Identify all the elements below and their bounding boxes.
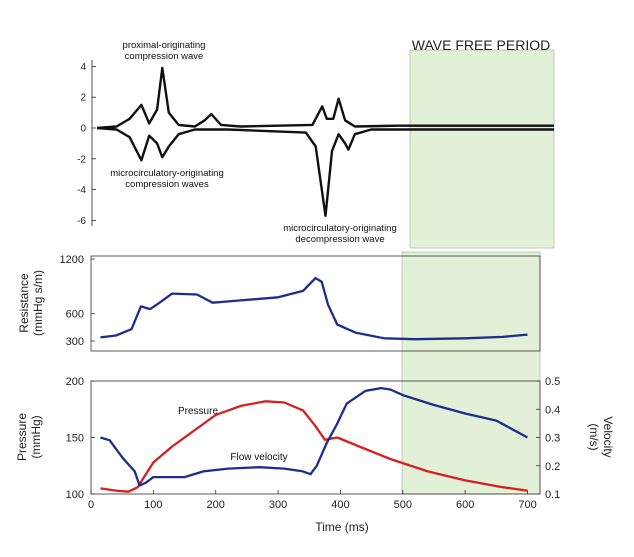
wave-free-shade-top — [409, 49, 555, 249]
pressure-y-tick-label: 150 — [66, 433, 84, 445]
x-tick-label: 300 — [269, 499, 287, 511]
wave-series-line-2 — [96, 126, 554, 217]
x-tick-label: 0 — [88, 499, 94, 511]
wave-intensity-panel: 4 2 0 -2 -4 -6 WAVE FREE PERIOD proximal-orig… — [77, 37, 554, 245]
x-tick-label: 400 — [331, 499, 349, 511]
resistance-y-tick-label: 1200 — [60, 254, 84, 266]
wave-y-tick-label: 2 — [80, 93, 86, 104]
flow-velocity-line — [100, 386, 529, 487]
pressure-label: Pressure — [178, 406, 218, 417]
resistance-y-tick-label: 600 — [66, 309, 84, 321]
pressure-y-tick-label: 100 — [66, 489, 84, 501]
pressure-line — [100, 400, 528, 493]
resistance-frame — [90, 255, 541, 352]
resistance-y-tick-label: 300 — [66, 336, 84, 348]
annotation-microcirculatory-compression: microcirculatory-originating compression … — [110, 168, 224, 190]
velocity-y-tick-label: 0.3 — [545, 433, 560, 445]
velocity-y-tick-label: 0.5 — [545, 376, 560, 388]
resistance-axis-label: Resistance(mmHg s/m) — [17, 270, 45, 336]
x-tick-label: 600 — [456, 499, 474, 511]
x-axis-label: Time (ms) — [315, 520, 369, 534]
flow-velocity-label: Flow velocity — [230, 452, 287, 463]
wave-y-tick-label: 4 — [80, 62, 86, 73]
x-tick-label: 700 — [518, 499, 536, 511]
wave-y-tick-label: 0 — [80, 124, 86, 135]
velocity-y-tick-label: 0.1 — [545, 489, 560, 501]
wave-free-period-label: WAVE FREE PERIOD — [412, 37, 550, 53]
wave-y-tick-label: -4 — [77, 185, 86, 196]
pressure-y-tick-label: 200 — [66, 376, 84, 388]
x-tick-label: 500 — [394, 499, 412, 511]
velocity-y-tick-label: 0.4 — [545, 404, 560, 416]
wave-free-shade-bottom — [401, 251, 541, 495]
velocity-axis-label: Velocity(m/s) — [587, 416, 615, 457]
x-tick-label: 200 — [207, 499, 225, 511]
wave-y-tick-label: -2 — [77, 154, 86, 165]
wave-series-line-1 — [96, 66, 554, 130]
annotation-microcirculatory-decompression: microcirculatory-originating decompressio… — [283, 223, 397, 245]
wave-y-tick-label: -6 — [77, 216, 86, 227]
annotation-proximal-compression: proximal-originating compression wave — [123, 40, 206, 62]
pressure-axis-label: Pressure(mmHg) — [15, 413, 43, 461]
velocity-y-tick-label: 0.2 — [545, 461, 560, 473]
pressure-velocity-panel: 100 150 200 0.1 0.2 0.3 0.4 0.5 0 100 200 300 400 500… — [15, 376, 615, 534]
resistance-line — [100, 276, 528, 341]
x-tick-label: 100 — [144, 499, 162, 511]
resistance-panel: 300 600 1200 Resistance(mmHg s/m) — [17, 254, 541, 352]
